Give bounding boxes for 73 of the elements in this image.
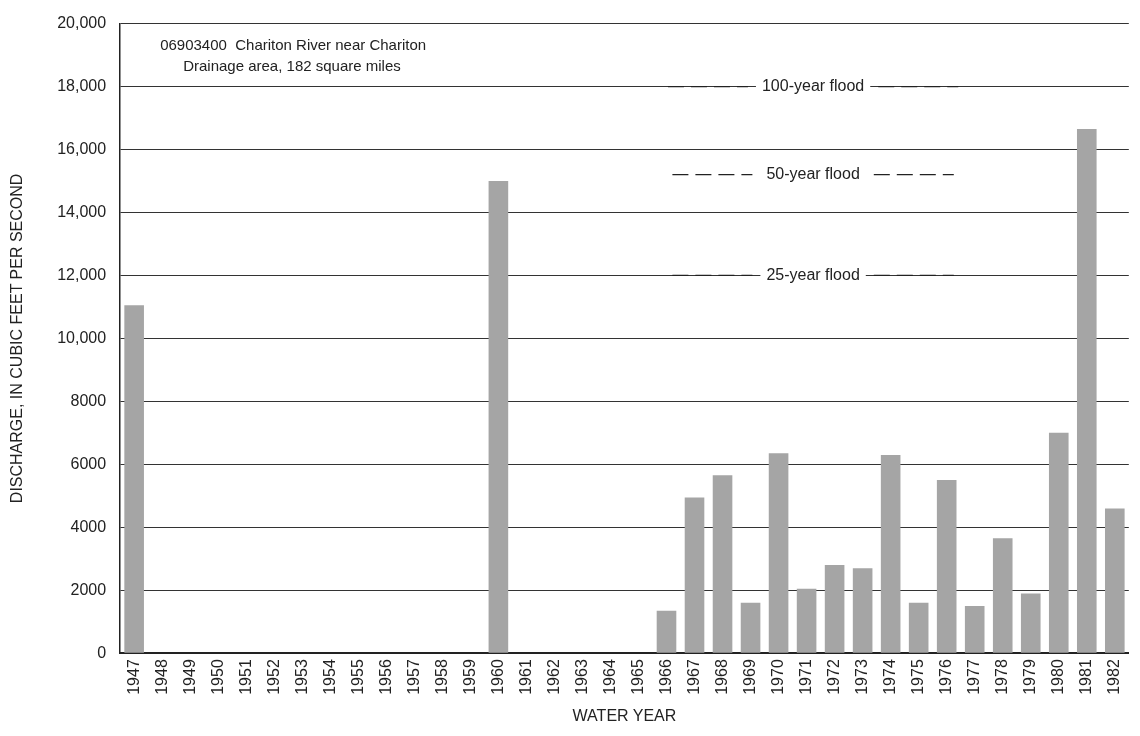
bar: [908, 602, 929, 653]
bar: [656, 610, 677, 653]
y-tick-label: 20,000: [57, 14, 107, 32]
x-tick-label: 1977: [965, 659, 983, 695]
bar: [488, 181, 509, 653]
x-tick-label: 1955: [348, 659, 366, 695]
x-tick-label: 1967: [684, 659, 702, 695]
bar: [964, 605, 985, 653]
x-tick-label: 1958: [432, 659, 450, 695]
x-tick-label: 1959: [460, 659, 478, 695]
y-tick-label: 6000: [70, 454, 107, 472]
x-tick-label: 1963: [572, 659, 590, 695]
y-tick-label: 4000: [70, 517, 107, 535]
x-tick-label: 1954: [320, 659, 338, 695]
bar: [768, 453, 789, 653]
x-tick-label: 1982: [1105, 659, 1123, 695]
bar: [936, 480, 957, 653]
text: Drainage area, 182 square miles: [183, 56, 401, 74]
x-axis-title: WATER YEAR: [572, 706, 677, 724]
x-tick-label: 1948: [152, 659, 170, 695]
x-tick-label: 1972: [825, 659, 843, 695]
bar: [880, 454, 901, 653]
x-tick-label: 1978: [993, 659, 1011, 695]
x-tick-label: 1981: [1077, 659, 1095, 695]
x-tick-label: 1979: [1021, 659, 1039, 695]
ref-line-label: 25-year flood: [766, 265, 860, 283]
x-tick-label: 1976: [937, 659, 955, 695]
x-tick-label: 1970: [768, 659, 786, 695]
x-tick-label: 1950: [208, 659, 226, 695]
x-tick-label: 1969: [740, 659, 758, 695]
bar: [124, 305, 144, 653]
x-tick-label: 1960: [488, 659, 506, 695]
y-tick-label: 18,000: [57, 76, 107, 94]
bar: [796, 588, 817, 653]
x-tick-label: 1973: [853, 659, 871, 695]
x-tick-label: 1968: [712, 659, 730, 695]
ref-line-label: 100-year flood: [761, 76, 865, 94]
bar: [1048, 432, 1069, 653]
y-tick-label: 16,000: [57, 139, 107, 157]
x-tick-label: 1966: [656, 659, 674, 695]
x-tick-label: 1951: [236, 659, 254, 695]
ref-line-label: 50-year flood: [766, 165, 860, 183]
y-tick-label: 8000: [70, 391, 107, 409]
bar: [992, 538, 1013, 653]
x-tick-label: 1956: [376, 659, 394, 695]
bar: [740, 602, 761, 653]
x-tick-label: 1957: [404, 659, 422, 695]
x-tick-label: 1961: [516, 659, 534, 695]
x-tick-label: 1964: [600, 659, 618, 695]
x-tick-label: 1952: [264, 659, 282, 695]
x-tick-label: 1953: [292, 659, 310, 695]
x-tick-label: 1971: [797, 659, 814, 695]
x-tick-label: 1947: [124, 659, 142, 695]
bar: [684, 497, 705, 653]
bar: [852, 568, 873, 653]
x-tick-label: 1974: [881, 659, 899, 695]
y-tick-label: 10,000: [57, 328, 107, 346]
x-tick-label: 1975: [909, 659, 927, 695]
bar: [824, 565, 845, 653]
x-tick-label: 1962: [544, 659, 562, 695]
text: 06903400 Chariton River near Chariton: [160, 35, 427, 53]
y-axis-title: DISCHARGE, IN CUBIC FEET PER SECOND: [8, 173, 26, 504]
x-tick-label: 1965: [628, 659, 646, 695]
bar: [1020, 593, 1041, 653]
y-tick-label: 0: [97, 643, 107, 661]
bar: [712, 475, 733, 653]
bar: [1076, 129, 1097, 653]
bar: [1104, 508, 1125, 653]
x-tick-label: 1949: [180, 659, 198, 695]
y-tick-label: 2000: [70, 580, 107, 598]
y-tick-label: 12,000: [57, 265, 107, 283]
x-tick-label: 1980: [1049, 659, 1067, 695]
y-tick-label: 14,000: [57, 202, 107, 220]
